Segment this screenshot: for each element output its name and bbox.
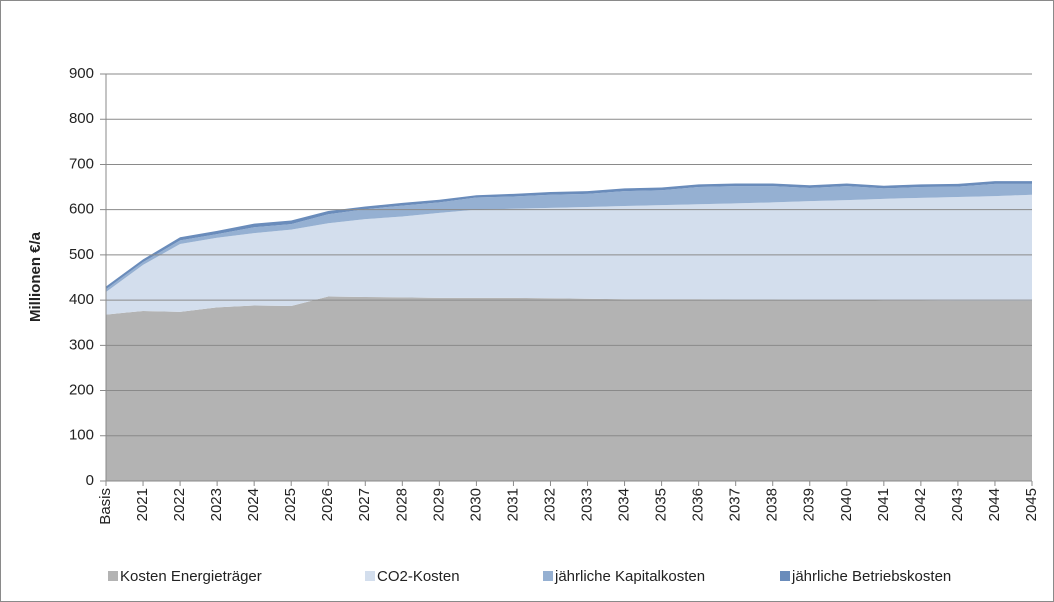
x-tick-label: 2029: [430, 488, 447, 521]
x-tick-label: 2040: [838, 488, 855, 521]
x-tick-label: 2033: [578, 488, 595, 521]
y-tick-label: 100: [69, 427, 94, 444]
legend-swatch: [365, 571, 375, 581]
y-tick-label: 700: [69, 155, 94, 172]
y-tick-label: 900: [69, 65, 94, 82]
x-tick-label: 2025: [282, 488, 299, 521]
legend-label: jährliche Kapitalkosten: [554, 568, 705, 585]
x-tick-label: 2030: [467, 488, 484, 521]
legend-swatch: [780, 571, 790, 581]
legend-label: jährliche Betriebskosten: [791, 568, 951, 585]
legend-label: CO2-Kosten: [377, 568, 460, 585]
x-tick-label: 2023: [208, 488, 225, 521]
x-tick-label: 2043: [949, 488, 966, 521]
y-tick-label: 500: [69, 246, 94, 263]
x-tick-label: 2044: [986, 488, 1003, 521]
area: [106, 296, 1032, 481]
area: [106, 183, 1032, 292]
legend-swatch: [543, 571, 553, 581]
x-tick-label: 2037: [727, 488, 744, 521]
x-tick-label: 2038: [764, 488, 781, 521]
x-tick-label: 2027: [356, 488, 373, 521]
x-tick-label: 2024: [245, 488, 262, 521]
y-tick-label: 800: [69, 110, 94, 127]
y-tick-label: 0: [86, 472, 94, 489]
x-tick-label: 2032: [541, 488, 558, 521]
x-tick-label: 2039: [801, 488, 818, 521]
x-tick-label: 2041: [875, 488, 892, 521]
x-tick-label: 2036: [690, 488, 707, 521]
x-tick-label: 2042: [912, 488, 929, 521]
x-tick-label: 2035: [653, 488, 670, 521]
x-tick-label: 2028: [393, 488, 410, 521]
y-axis-label: Millionen €/a: [27, 231, 44, 322]
x-tick-label: 2026: [319, 488, 336, 521]
y-tick-label: 400: [69, 291, 94, 308]
x-tick-label: 2031: [504, 488, 521, 521]
x-tick-label: 2021: [134, 488, 151, 521]
y-tick-label: 600: [69, 201, 94, 218]
x-tick-label: 2022: [171, 488, 188, 521]
legend-swatch: [108, 571, 118, 581]
x-tick-label: 2034: [616, 488, 633, 521]
x-tick-label: Basis: [97, 488, 114, 525]
x-tick-label: 2045: [1023, 488, 1040, 521]
y-tick-label: 300: [69, 336, 94, 353]
y-tick-label: 200: [69, 382, 94, 399]
legend-label: Kosten Energieträger: [120, 568, 262, 585]
